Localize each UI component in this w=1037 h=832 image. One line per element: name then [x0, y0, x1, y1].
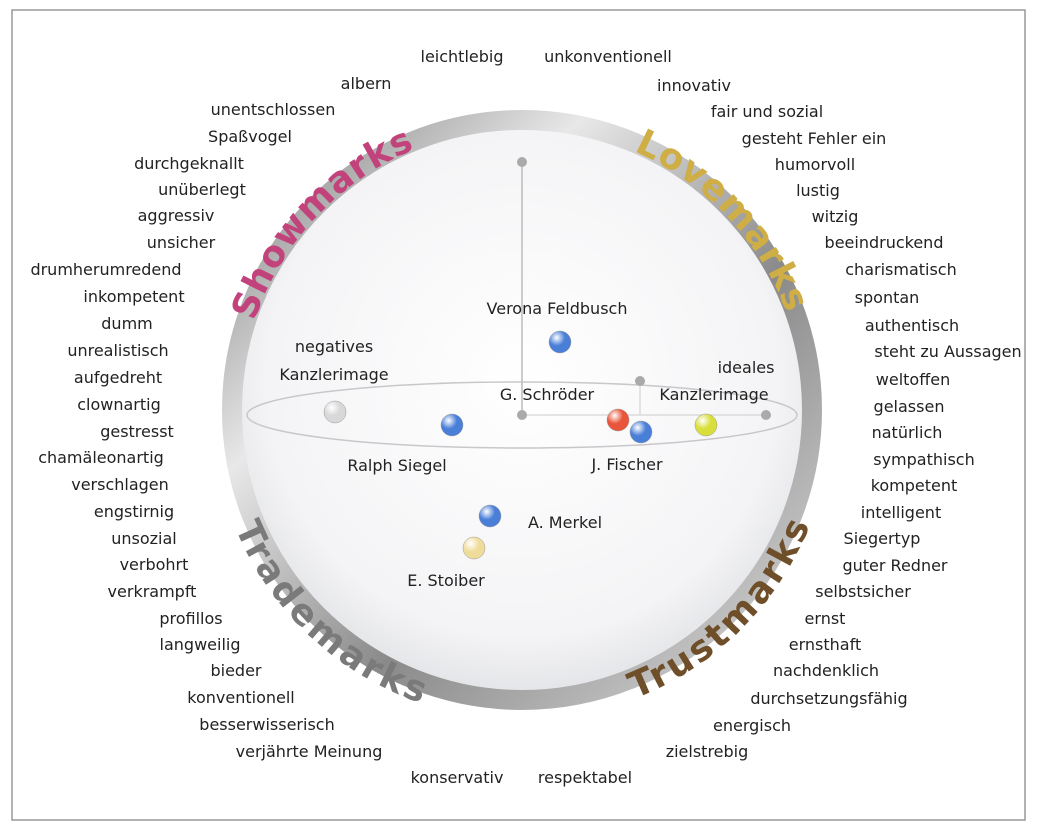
person-label: A. Merkel — [528, 513, 602, 532]
attribute: humorvoll — [775, 155, 855, 174]
person-label: Kanzlerimage — [659, 385, 768, 404]
person-marker — [694, 413, 718, 437]
attribute: verkrampft — [108, 582, 197, 601]
attribute: witzig — [812, 207, 859, 226]
attribute: Spaßvogel — [208, 127, 292, 146]
attribute: respektabel — [538, 768, 632, 787]
attribute: konventionell — [187, 688, 294, 707]
attribute: unsicher — [147, 233, 216, 252]
attribute: profillos — [159, 609, 222, 628]
person-label: J. Fischer — [590, 455, 662, 474]
person-marker — [629, 420, 653, 444]
person-marker — [440, 413, 464, 437]
person-label: E. Stoiber — [407, 571, 485, 590]
attribute: aggressiv — [138, 206, 215, 225]
person-marker — [462, 536, 486, 560]
attribute: unüberlegt — [158, 180, 246, 199]
attribute: zielstrebig — [666, 742, 749, 761]
attribute: ernsthaft — [789, 635, 861, 654]
person-marker — [548, 330, 572, 354]
person-label: Verona Feldbusch — [487, 299, 628, 318]
attribute: durchsetzungsfähig — [750, 689, 907, 708]
person-label: Kanzlerimage — [279, 365, 388, 384]
attribute: charismatisch — [845, 260, 956, 279]
attribute: unentschlossen — [211, 100, 336, 119]
attribute: langweilig — [160, 635, 241, 654]
dot — [635, 376, 645, 386]
attribute: selbstsicher — [815, 582, 911, 601]
attribute: innovativ — [657, 76, 731, 95]
attribute: natürlich — [872, 423, 943, 442]
person-marker — [323, 400, 347, 424]
attribute: verjährte Meinung — [236, 742, 383, 761]
attribute: gestresst — [100, 422, 174, 441]
dot — [517, 157, 527, 167]
attribute: authentisch — [865, 316, 959, 335]
attribute: durchgeknallt — [134, 154, 244, 173]
attribute: unkonventionell — [544, 47, 672, 66]
attribute: guter Redner — [842, 556, 947, 575]
person-marker — [478, 504, 502, 528]
dot — [517, 410, 527, 420]
attribute: ernst — [805, 609, 846, 628]
attribute: inkompetent — [83, 287, 184, 306]
attribute: gelassen — [874, 397, 945, 416]
person-label: Ralph Siegel — [347, 456, 446, 475]
attribute: besserwisserisch — [199, 715, 334, 734]
person-label: negatives — [295, 337, 373, 356]
attribute: intelligent — [861, 503, 941, 522]
attribute: Siegertyp — [844, 529, 921, 548]
attribute: unsozial — [111, 529, 177, 548]
attribute: verbohrt — [120, 555, 189, 574]
person-label: G. Schröder — [500, 385, 595, 404]
attribute: gesteht Fehler ein — [742, 129, 887, 148]
attribute: clownartig — [77, 395, 161, 414]
attribute: kompetent — [871, 476, 958, 495]
attribute: drumherumredend — [30, 260, 181, 279]
person-marker — [606, 408, 630, 432]
attribute: aufgedreht — [74, 368, 162, 387]
attribute: albern — [341, 74, 392, 93]
attribute: dumm — [101, 314, 152, 333]
attribute: sympathisch — [873, 450, 974, 469]
attribute: fair und sozial — [711, 102, 823, 121]
attribute: weltoffen — [876, 370, 950, 389]
attribute: bieder — [210, 661, 261, 680]
attribute: verschlagen — [71, 475, 169, 494]
attribute: spontan — [855, 288, 920, 307]
attribute: steht zu Aussagen — [874, 342, 1021, 361]
dot — [761, 410, 771, 420]
attribute: chamäleonartig — [38, 448, 164, 467]
person-label: ideales — [718, 358, 775, 377]
attribute: konservativ — [411, 768, 504, 787]
attribute: leichtlebig — [421, 47, 504, 66]
attribute: beeindruckend — [825, 233, 944, 252]
attribute: unrealistisch — [67, 341, 168, 360]
attribute: nachdenklich — [773, 661, 879, 680]
attribute: lustig — [796, 181, 840, 200]
attribute: engstirnig — [94, 502, 174, 521]
attribute: energisch — [713, 716, 791, 735]
